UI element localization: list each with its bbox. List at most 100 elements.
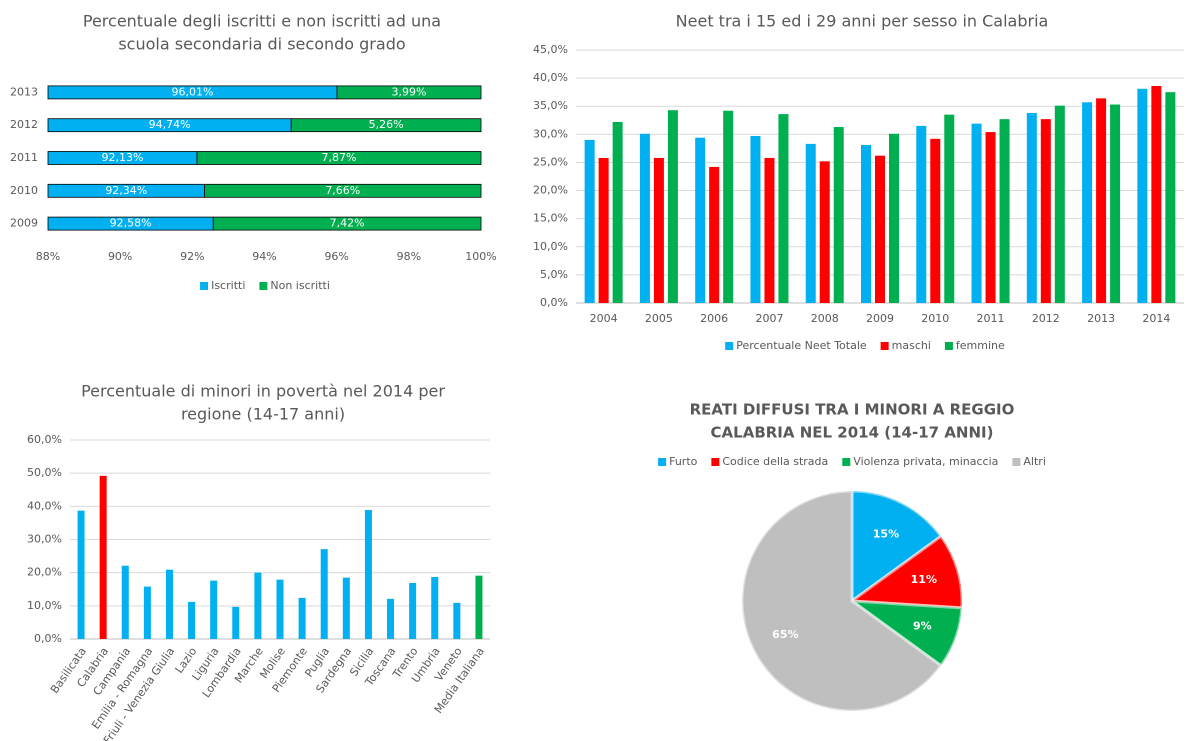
bar [99,475,107,639]
legend-swatch [880,342,889,350]
x-tick-label: 88% [36,250,60,263]
bar [1165,92,1176,304]
y-tick-label: 10,0% [533,240,568,253]
bar [653,157,664,303]
bar [598,157,609,303]
bar [1137,88,1148,303]
pie-slice [850,489,944,604]
bar-segment [212,216,482,231]
bar [584,139,595,303]
bar [77,510,85,639]
bar [944,114,955,304]
bar [999,119,1010,303]
legend-swatch [842,458,851,466]
bar [1096,98,1107,304]
legend-swatch [259,282,268,290]
y-tick-label: 30,0% [27,533,62,546]
data-label: 11% [911,573,937,586]
y-tick-label: 20,0% [533,184,568,197]
x-tick-label: 2005 [645,312,673,325]
bar [431,576,439,639]
bar [143,586,151,639]
y-tick-label: 20,0% [27,566,62,579]
chart-title: regione (14-17 anni) [181,405,345,424]
legend-swatch [658,458,667,466]
legend-swatch [1012,458,1021,466]
data-label: 92,13% [102,151,144,164]
bar-segment [290,118,482,133]
legend-label: Furto [669,455,698,468]
bar [875,155,885,303]
data-label: 9% [913,619,932,632]
chart-title: Neet tra i 15 ed i 29 anni per sesso in … [676,12,1049,31]
chart-title: Percentuale degli iscritti e non iscritt… [83,12,441,31]
y-tick-label: 60,0% [27,433,62,446]
chart-title: REATI DIFFUSI TRA I MINORI A REGGIO [690,401,1015,419]
x-tick-label: 96% [324,250,348,263]
y-tick-label: 2010 [10,184,38,197]
bar [121,565,129,639]
data-label: 96,01% [172,85,214,98]
bar [833,127,844,303]
data-label: 3,99% [392,85,427,98]
legend: Iscritti Non iscritti [200,279,330,292]
bar-segment [204,183,482,198]
x-tick-label: 2006 [700,312,728,325]
x-tick-label: 90% [108,250,132,263]
bar-segment [196,151,482,165]
bar [1110,104,1121,303]
data-label: 65% [772,628,798,641]
bar [1026,112,1037,303]
y-tick-label: 15,0% [533,212,568,225]
x-tick-label: 94% [252,250,276,263]
x-tick-label: 2013 [1087,312,1115,325]
x-tick-label: 2010 [921,312,949,325]
legend-swatch [944,342,953,350]
bar [1054,105,1065,303]
data-label: 5,26% [369,118,404,131]
x-tick-label: 2011 [977,312,1005,325]
bar [930,138,941,303]
y-tick-label: 0,0% [34,632,62,645]
bar [1151,85,1162,303]
bar [889,133,899,303]
bar [276,579,284,639]
data-label: 7,66% [325,184,360,197]
bar [1082,102,1093,303]
bar [764,157,775,303]
x-tick-label: 2014 [1142,312,1170,325]
x-tick-label: 2004 [590,312,618,325]
data-label: 7,42% [330,217,365,230]
chart-title: Percentuale di minori in povertà nel 201… [81,382,445,401]
legend-swatch [725,342,734,350]
bar [971,123,982,303]
y-tick-label: 45,0% [533,43,568,56]
x-tick-label: 92% [180,250,204,263]
bar [861,145,871,303]
bar [639,133,650,303]
bar [667,110,678,303]
bar [750,136,761,303]
legend-label: maschi [892,339,931,352]
legend-label: Codice della strada [722,455,828,468]
bar [409,582,417,639]
legend-label: Percentuale Neet Totale [736,339,867,352]
bar [695,137,706,303]
legend-label: Iscritti [211,279,245,292]
bar [916,125,927,304]
y-tick-label: 50,0% [27,466,62,479]
chart-title: CALABRIA NEL 2014 (14-17 ANNI) [711,424,994,442]
bar [805,143,816,303]
y-tick-label: 35,0% [533,99,568,112]
y-tick-label: 40,0% [533,71,568,84]
y-tick-label: 40,0% [27,499,62,512]
bar [298,597,306,639]
bar [387,598,395,639]
data-label: 15% [873,527,899,540]
legend-label: Violenza privata, minaccia [853,455,998,468]
bar [165,569,173,639]
data-label: 7,87% [322,151,357,164]
bar [723,110,734,303]
bar [320,549,328,639]
data-label: 92,34% [105,184,147,197]
